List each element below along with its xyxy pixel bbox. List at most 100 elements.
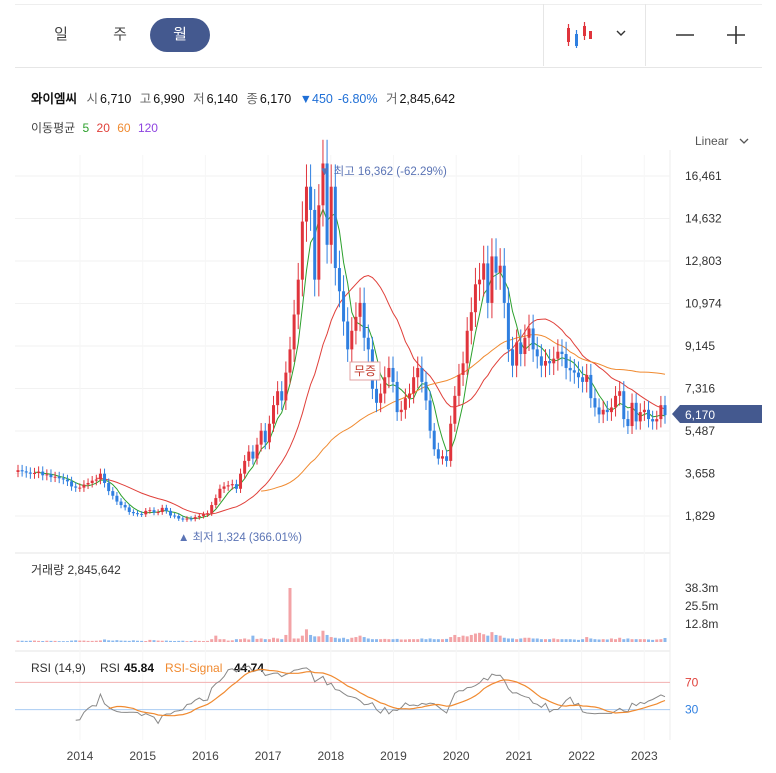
candle [49,474,53,478]
volume-bar [630,639,634,642]
candle [210,505,214,514]
volume-bar [362,637,366,642]
candle [473,284,477,313]
candle [136,513,140,515]
candle [630,402,634,427]
candle [651,419,655,422]
rsi-tick-30: 30 [685,703,699,717]
candle [457,374,461,396]
ma-20[interactable]: 20 [96,121,110,135]
tab-daily[interactable]: 일 [54,26,68,43]
volume-bar [539,639,543,642]
candle [243,460,247,474]
volume-bar [65,641,69,642]
volume-bar [160,640,164,642]
volume-bar [98,640,102,642]
volume-bar [494,634,498,642]
candle [57,476,61,479]
x-tick-label: 2019 [380,749,407,763]
volume-bar [263,639,267,642]
volume-title: 거래량 2,845,642 [31,563,121,577]
chevron-down-icon[interactable] [616,30,626,36]
volume-bar [399,639,403,642]
volume-bar [614,639,618,642]
x-tick-label: 2017 [255,749,282,763]
candle [416,367,420,378]
candle [90,480,94,483]
volume-bar [193,640,197,642]
candle [428,400,432,431]
candle [263,430,267,443]
low-value: 6,140 [206,92,238,106]
candle [185,518,189,520]
volume-bar [61,641,65,642]
x-tick-label: 2021 [506,749,533,763]
candle [82,484,86,488]
candle [498,265,502,273]
event-marker [349,361,381,381]
candle [622,391,626,420]
candle [70,481,74,487]
candle [94,479,98,481]
y-tick-label: 12,803 [685,254,722,268]
candle [449,423,453,461]
candle [226,485,230,487]
volume-bar [395,638,399,642]
volume-bar [506,638,510,642]
volume-bar [523,637,527,642]
volume-bar [82,640,86,642]
open-label: 시 [86,92,99,106]
volume-bar [148,639,152,642]
candle [313,209,317,280]
x-tick-label: 2020 [443,749,470,763]
candle [358,302,362,317]
volume-bar [57,641,61,642]
volume-bar [156,640,160,642]
ma-5[interactable]: 5 [82,121,90,135]
scale-chevron-icon[interactable] [739,138,749,144]
toolbar-divider [543,4,544,66]
candle [173,515,177,517]
candle [222,486,226,489]
scale-mode-dropdown[interactable]: Linear [695,134,729,148]
volume-bar [280,639,284,642]
candle [267,423,271,443]
high-label: 고 [139,92,152,106]
candle [424,381,428,401]
volume-bar [214,635,218,642]
candle [292,314,296,350]
candle [148,510,152,512]
candle [247,451,251,461]
plus-icon[interactable] [727,26,745,44]
candle [333,186,337,269]
x-tick-label: 2018 [317,749,344,763]
volume-bar [168,640,172,642]
tab-monthly[interactable]: 월 [150,18,210,52]
close-value: 6,170 [259,92,292,106]
candle [548,360,552,364]
volume-bar [403,639,407,642]
tab-weekly[interactable]: 주 [113,26,127,43]
volume-bar [333,637,337,642]
volume-bar [292,638,296,642]
volume-bar [605,639,609,642]
candlestick-icon[interactable] [567,22,592,48]
volume-bar [585,637,589,642]
volume-bar [197,640,201,642]
candle [647,409,651,420]
candle [375,388,379,403]
volume-bar [70,640,74,642]
candle [201,514,205,516]
candle [626,419,630,427]
volume-bar [370,639,374,642]
candle [585,374,589,382]
volume-bar [317,636,321,642]
ma-60[interactable]: 60 [117,121,131,135]
ma-120[interactable]: 120 [137,121,158,135]
volume-bar [589,638,593,642]
candle [259,430,263,445]
candle [465,330,469,364]
candle [659,405,663,420]
candle [478,279,482,285]
volume-bar [651,639,655,642]
